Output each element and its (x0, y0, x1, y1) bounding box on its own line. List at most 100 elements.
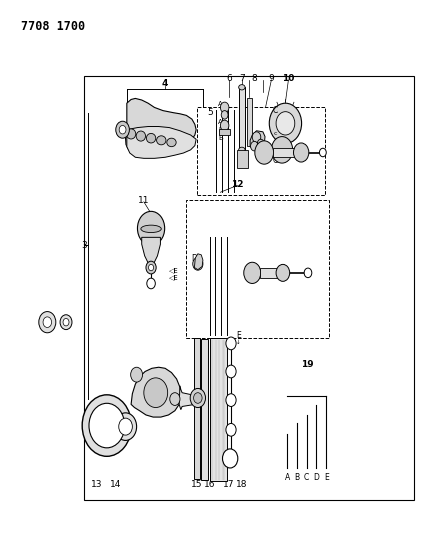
Text: ◁E: ◁E (169, 274, 179, 280)
Text: 2: 2 (62, 315, 68, 324)
Text: D: D (314, 473, 319, 482)
Circle shape (193, 257, 203, 270)
Circle shape (63, 318, 69, 326)
Text: 7: 7 (239, 74, 244, 83)
Bar (84, 76, 414, 500)
Text: B: B (294, 473, 300, 482)
Text: C: C (304, 473, 309, 482)
Circle shape (220, 102, 229, 113)
Text: 9: 9 (268, 74, 274, 83)
Text: 3: 3 (81, 241, 87, 250)
Text: 11: 11 (138, 196, 150, 205)
Bar (239, 87, 245, 150)
Circle shape (276, 112, 295, 135)
Polygon shape (250, 131, 265, 150)
Circle shape (137, 212, 165, 245)
Circle shape (116, 121, 129, 138)
Circle shape (220, 120, 229, 131)
Text: 15: 15 (191, 480, 203, 489)
Text: A: A (218, 119, 223, 125)
Circle shape (89, 403, 125, 448)
Bar (238, 150, 248, 168)
Text: ◁E: ◁E (169, 267, 179, 273)
Text: 18: 18 (236, 480, 247, 489)
Text: 6: 6 (226, 74, 232, 83)
Text: 13: 13 (91, 480, 103, 489)
Text: A: A (218, 101, 223, 107)
Circle shape (82, 395, 131, 456)
Text: 14: 14 (110, 480, 121, 489)
Circle shape (226, 394, 236, 407)
Text: C: C (273, 156, 278, 165)
Text: B: B (218, 127, 223, 133)
Circle shape (115, 413, 137, 440)
Circle shape (244, 262, 261, 284)
Ellipse shape (141, 225, 161, 232)
Circle shape (147, 278, 155, 289)
Text: 4: 4 (162, 79, 168, 88)
Circle shape (170, 393, 180, 406)
Circle shape (276, 264, 290, 281)
Ellipse shape (239, 147, 245, 152)
Polygon shape (194, 254, 203, 270)
Text: E: E (324, 473, 329, 482)
Text: 16: 16 (204, 480, 215, 489)
Ellipse shape (167, 138, 176, 147)
Ellipse shape (239, 85, 245, 90)
Polygon shape (127, 126, 196, 158)
Ellipse shape (126, 129, 136, 139)
Polygon shape (142, 237, 160, 268)
Text: A: A (285, 473, 290, 482)
Text: 5: 5 (207, 108, 213, 117)
Circle shape (304, 268, 312, 278)
Circle shape (190, 389, 205, 408)
Circle shape (119, 418, 132, 435)
Bar (219, 128, 230, 135)
Circle shape (294, 143, 309, 162)
Ellipse shape (157, 136, 166, 145)
Circle shape (193, 393, 202, 403)
Polygon shape (125, 99, 196, 151)
Circle shape (60, 315, 72, 329)
Text: 1: 1 (41, 315, 47, 324)
Text: ↓: ↓ (236, 340, 241, 345)
Text: c: c (274, 132, 277, 136)
Bar (247, 98, 252, 146)
Circle shape (271, 136, 293, 163)
Circle shape (226, 423, 236, 436)
Polygon shape (131, 367, 181, 417)
Text: 7708 1700: 7708 1700 (21, 20, 85, 33)
Text: 17: 17 (223, 480, 235, 489)
Bar (186, 200, 329, 338)
Bar (197, 108, 324, 195)
Bar (260, 268, 281, 278)
Circle shape (252, 132, 261, 142)
Circle shape (221, 111, 228, 119)
Text: C: C (273, 106, 278, 115)
Bar (201, 339, 208, 480)
Circle shape (223, 449, 238, 468)
Circle shape (39, 312, 56, 333)
Bar (273, 148, 298, 157)
Bar (210, 338, 227, 481)
Text: D: D (191, 254, 197, 263)
Circle shape (226, 337, 236, 350)
Text: B: B (218, 135, 223, 141)
Circle shape (144, 378, 168, 408)
Text: E: E (236, 331, 241, 340)
Circle shape (131, 367, 143, 382)
Circle shape (269, 103, 302, 143)
Circle shape (250, 141, 258, 151)
Circle shape (226, 365, 236, 378)
Circle shape (257, 139, 264, 148)
Circle shape (149, 264, 154, 271)
Circle shape (119, 125, 126, 134)
Text: 8: 8 (252, 74, 257, 83)
Ellipse shape (136, 131, 146, 141)
Ellipse shape (146, 133, 156, 143)
Circle shape (319, 148, 326, 157)
Polygon shape (179, 386, 198, 410)
Text: 10: 10 (282, 74, 294, 83)
Circle shape (255, 141, 273, 164)
Bar (193, 338, 200, 479)
